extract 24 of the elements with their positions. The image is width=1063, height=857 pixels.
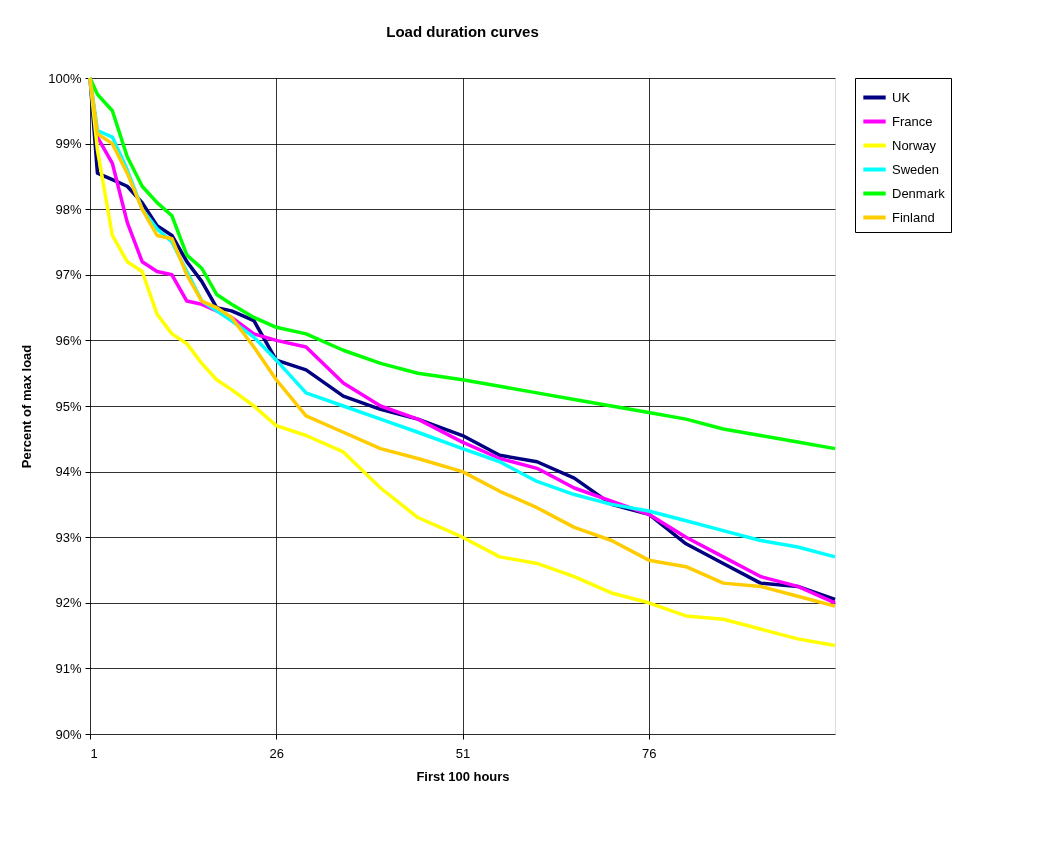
x-tick-label: 51 — [455, 745, 471, 761]
y-tick-label: 92% — [55, 595, 82, 611]
legend-label: Norway — [892, 137, 937, 153]
y-tick-label: 93% — [55, 529, 82, 545]
y-tick-label: 97% — [55, 267, 82, 283]
y-tick-label: 95% — [55, 398, 82, 414]
y-tick-label: 94% — [55, 464, 82, 480]
y-tick-label: 99% — [55, 136, 82, 152]
y-axis-title: Percent of max load — [19, 344, 35, 469]
chart-title: Load duration curves — [386, 23, 539, 40]
legend-label: Denmark — [892, 185, 946, 201]
y-tick-label: 98% — [55, 201, 82, 217]
x-tick-label: 1 — [90, 745, 98, 761]
legend-label: Finland — [892, 209, 935, 225]
x-tick-label: 76 — [642, 745, 657, 761]
y-tick-label: 90% — [55, 726, 82, 742]
x-tick-label: 26 — [269, 745, 284, 761]
y-tick-label: 100% — [48, 70, 82, 86]
legend-label: Sweden — [892, 161, 939, 177]
legend-label: France — [892, 113, 933, 129]
y-tick-label: 96% — [55, 332, 82, 348]
x-axis-title: First 100 hours — [416, 768, 510, 784]
y-tick-label: 91% — [55, 660, 82, 676]
legend-label: UK — [892, 89, 911, 105]
